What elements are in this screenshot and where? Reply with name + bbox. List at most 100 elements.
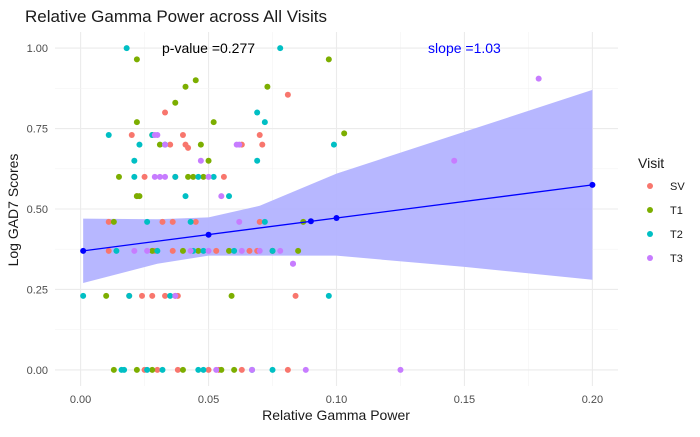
data-point-sv — [174, 366, 181, 373]
data-point-t1 — [172, 99, 179, 106]
data-point-t3 — [151, 173, 158, 180]
data-point-t2 — [200, 366, 207, 373]
data-point-t3 — [236, 141, 243, 148]
data-point-t1 — [325, 56, 332, 63]
legend-swatch-t3 — [647, 255, 653, 261]
data-point-t1 — [136, 193, 143, 200]
data-point-sv — [259, 141, 266, 148]
p-value-annotation: p-value =0.277 — [162, 40, 255, 56]
data-point-t2 — [123, 45, 130, 52]
data-point-t2 — [195, 173, 202, 180]
data-point-t2 — [187, 218, 194, 225]
data-point-t2 — [126, 292, 133, 299]
data-point-t1 — [110, 366, 117, 373]
data-point-sv — [105, 218, 112, 225]
legend-label-t3: T3 — [670, 253, 683, 265]
data-point-sv — [238, 366, 245, 373]
data-point-t1 — [200, 173, 207, 180]
data-point-sv — [185, 144, 192, 151]
x-tick-label: 0.05 — [198, 394, 219, 406]
data-point-t1 — [149, 247, 156, 254]
data-point-t1 — [149, 366, 156, 373]
data-point-t2 — [136, 141, 143, 148]
data-point-t2 — [325, 292, 332, 299]
data-point-sv — [162, 292, 169, 299]
x-tick-label: 0.20 — [582, 394, 603, 406]
data-point-t1 — [179, 247, 186, 254]
data-point-sv — [169, 247, 176, 254]
data-point-sv — [213, 247, 220, 254]
data-point-t2 — [200, 247, 207, 254]
data-point-t3 — [218, 193, 225, 200]
data-point-t3 — [154, 131, 161, 138]
data-point-t3 — [205, 247, 212, 254]
data-point-t1 — [179, 366, 186, 373]
data-point-t2 — [172, 173, 179, 180]
data-point-sv — [162, 109, 169, 116]
data-point-sv — [292, 292, 299, 299]
data-point-t1 — [182, 83, 189, 90]
data-point-t2 — [269, 366, 276, 373]
chart-title: Relative Gamma Power across All Visits — [25, 7, 327, 26]
x-tick-label: 0.00 — [70, 394, 91, 406]
data-point-t3 — [156, 173, 163, 180]
data-point-sv — [246, 247, 253, 254]
data-point-t3 — [289, 260, 296, 267]
data-point-t2 — [254, 109, 261, 116]
fit-marker — [307, 218, 314, 225]
data-point-t2 — [167, 292, 174, 299]
data-point-t2 — [105, 131, 112, 138]
data-point-t1 — [156, 141, 163, 148]
data-point-t3 — [451, 157, 458, 164]
data-point-t1 — [205, 157, 212, 164]
data-point-t2 — [80, 292, 87, 299]
axis-ticks: 0.00 0.05 0.10 0.15 0.20 0.00 0.25 0.50 0.75 1.00 — [27, 43, 604, 406]
data-point-t3 — [535, 75, 542, 82]
data-point-t1 — [210, 119, 217, 126]
data-point-sv — [105, 247, 112, 254]
data-point-t3 — [249, 366, 256, 373]
data-point-sv — [169, 218, 176, 225]
data-point-t2 — [144, 218, 151, 225]
data-point-sv — [141, 173, 148, 180]
data-point-t3 — [172, 292, 179, 299]
y-tick-label: 0.25 — [27, 284, 48, 296]
data-point-t1 — [226, 247, 233, 254]
data-point-t3 — [236, 218, 243, 225]
data-point-sv — [128, 131, 135, 138]
y-tick-label: 0.50 — [27, 204, 48, 216]
data-point-sv — [284, 366, 291, 373]
data-point-t1 — [133, 56, 140, 63]
data-point-t2 — [154, 247, 161, 254]
data-point-t2 — [113, 247, 120, 254]
data-point-t2 — [121, 366, 128, 373]
data-point-t1 — [295, 247, 302, 254]
y-tick-label: 1.00 — [27, 43, 48, 55]
data-point-t2 — [254, 157, 261, 164]
data-point-t2 — [182, 193, 189, 200]
data-point-t2 — [269, 247, 276, 254]
data-point-sv — [149, 292, 156, 299]
fit-marker — [589, 181, 596, 188]
data-point-sv — [256, 218, 263, 225]
data-point-t1 — [231, 366, 238, 373]
legend-swatch-t2 — [647, 231, 653, 237]
x-axis-title: Relative Gamma Power — [262, 407, 410, 423]
data-point-t2 — [330, 141, 337, 148]
data-point-sv — [256, 131, 263, 138]
data-point-t2 — [226, 193, 233, 200]
data-point-t1 — [190, 173, 197, 180]
data-point-t1 — [110, 218, 117, 225]
data-point-t2 — [277, 45, 284, 52]
x-tick-label: 0.10 — [326, 394, 347, 406]
data-point-t2 — [261, 119, 268, 126]
data-point-t3 — [131, 247, 138, 254]
legend-title: Visit — [638, 155, 664, 171]
data-point-t3 — [238, 247, 245, 254]
data-point-t2 — [131, 173, 138, 180]
data-point-t3 — [213, 366, 220, 373]
y-tick-label: 0.00 — [27, 365, 48, 377]
legend: Visit SV T1 T2 T3 — [638, 155, 685, 265]
